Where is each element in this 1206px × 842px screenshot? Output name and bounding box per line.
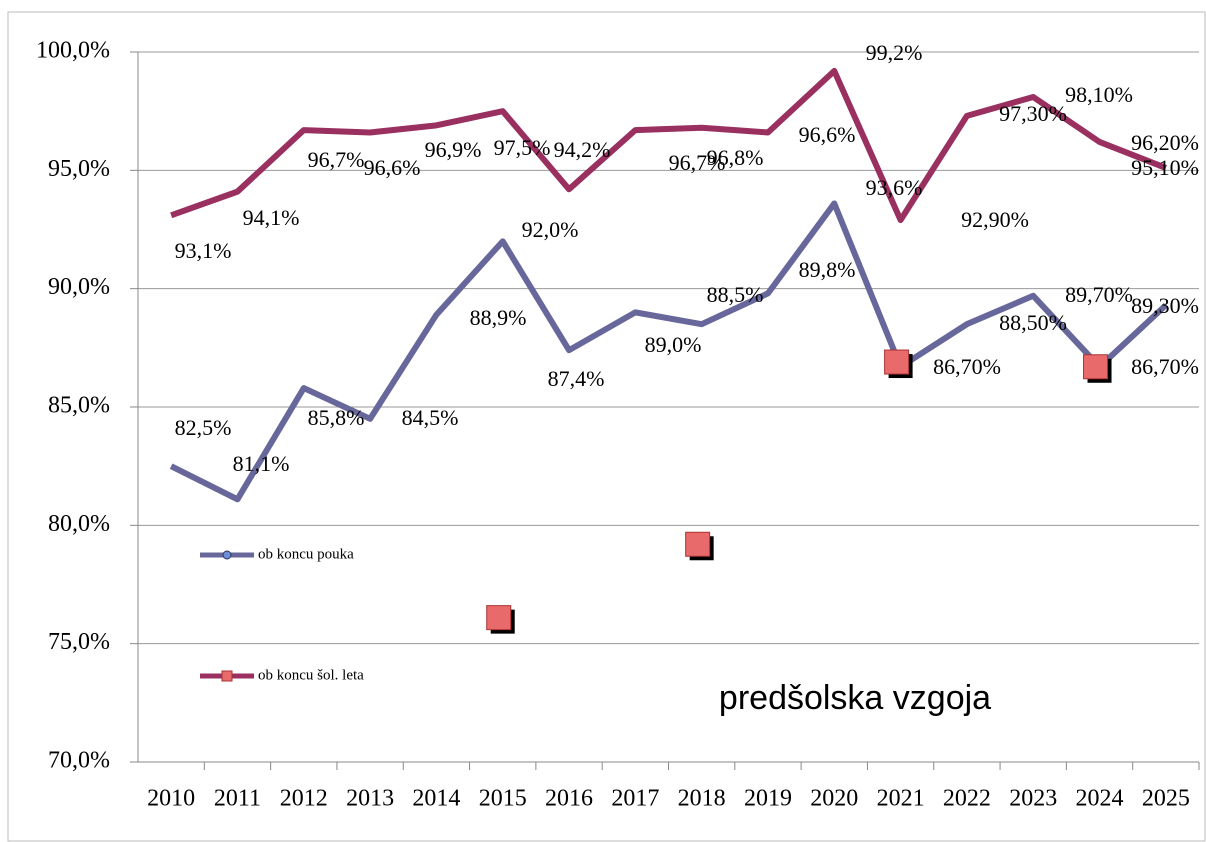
x-tick-label: 2024	[1076, 786, 1124, 812]
data-label: 93,6%	[866, 175, 923, 200]
data-label: 96,9%	[425, 137, 482, 162]
series-line	[169, 200, 1168, 503]
data-label: 92,90%	[961, 207, 1029, 232]
data-label: 94,1%	[243, 205, 300, 230]
data-label: 89,70%	[1065, 282, 1133, 307]
data-label: 99,2%	[866, 40, 923, 65]
y-tick-label: 80,0%	[48, 511, 110, 537]
y-tick-label: 100,0%	[36, 38, 110, 64]
x-tick-label: 2018	[678, 786, 726, 812]
data-label: 96,7%	[669, 150, 726, 175]
data-label: 88,5%	[707, 282, 764, 307]
legend-marker	[222, 550, 232, 560]
y-tick-label: 70,0%	[48, 748, 110, 774]
x-tick-label: 2017	[611, 786, 659, 812]
data-label: 94,2%	[554, 137, 611, 162]
extra-marker	[1083, 354, 1109, 380]
x-tick-label: 2010	[147, 786, 195, 812]
data-label: 93,1%	[175, 238, 232, 263]
legend-label: ob koncu šol. leta	[258, 667, 364, 683]
x-tick-label: 2020	[810, 786, 858, 812]
data-label: 97,5%	[494, 135, 551, 160]
data-label: 96,6%	[364, 155, 421, 180]
extra-marker	[884, 349, 910, 375]
x-tick-label: 2025	[1142, 786, 1190, 812]
x-tick-label: 2013	[346, 786, 394, 812]
x-tick-label: 2014	[412, 786, 460, 812]
x-tick-label: 2016	[545, 786, 593, 812]
data-label: 96,20%	[1131, 130, 1199, 155]
data-label: 89,30%	[1131, 293, 1199, 318]
data-label: 92,0%	[522, 217, 579, 242]
legend-label: ob koncu pouka	[258, 546, 354, 562]
x-tick-label: 2012	[280, 786, 328, 812]
extra-marker	[685, 531, 711, 557]
x-tick-label: 2019	[744, 786, 792, 812]
y-tick-label: 90,0%	[48, 274, 110, 300]
extra-marker	[486, 605, 512, 631]
data-label: 97,30%	[999, 101, 1067, 126]
data-label: 84,5%	[402, 405, 459, 430]
data-label: 88,50%	[999, 310, 1067, 335]
x-tick-label: 2023	[1009, 786, 1057, 812]
data-label: 96,7%	[308, 147, 365, 172]
data-label: 87,4%	[548, 366, 605, 391]
data-label: 96,6%	[799, 122, 856, 147]
data-label: 96,8%	[707, 145, 764, 170]
y-tick-label: 75,0%	[48, 629, 110, 655]
series-line	[170, 67, 1167, 224]
data-label: 86,70%	[1131, 354, 1199, 379]
y-tick-label: 85,0%	[48, 393, 110, 419]
legend-marker	[221, 670, 233, 682]
x-tick-label: 2022	[943, 786, 991, 812]
x-tick-label: 2015	[479, 786, 527, 812]
data-label: 95,10%	[1131, 155, 1199, 180]
data-label: 89,8%	[799, 257, 856, 282]
x-tick-label: 2021	[877, 786, 925, 812]
data-label: 98,10%	[1065, 82, 1133, 107]
data-label: 85,8%	[308, 405, 365, 430]
chart-frame	[7, 11, 1206, 842]
data-label: 86,70%	[933, 354, 1001, 379]
data-label: 82,5%	[175, 415, 232, 440]
data-label: 89,0%	[645, 332, 702, 357]
data-label: 88,9%	[470, 305, 527, 330]
data-label: 81,1%	[233, 451, 290, 476]
x-tick-label: 2011	[214, 786, 261, 812]
y-tick-label: 95,0%	[48, 156, 110, 182]
annotation: predšolska vzgoja	[719, 679, 991, 717]
